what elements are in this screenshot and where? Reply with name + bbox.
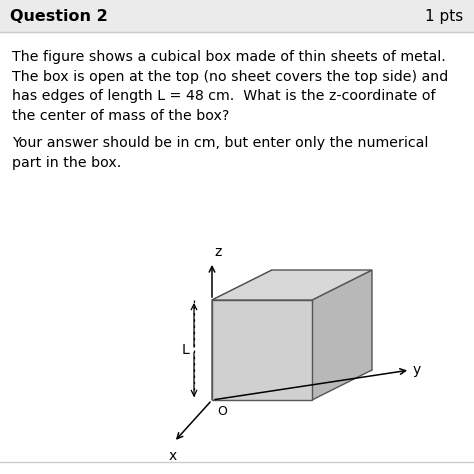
Polygon shape (312, 270, 372, 400)
Text: 1 pts: 1 pts (425, 9, 463, 24)
Text: The box is open at the top (no sheet covers the top side) and: The box is open at the top (no sheet cov… (12, 70, 448, 83)
Text: has edges of length L = 48 cm.  What is the z-coordinate of: has edges of length L = 48 cm. What is t… (12, 89, 436, 103)
Text: z: z (214, 245, 221, 259)
Polygon shape (212, 270, 272, 400)
Polygon shape (212, 300, 312, 400)
Text: Your answer should be in cm, but enter only the numerical: Your answer should be in cm, but enter o… (12, 136, 428, 150)
Text: the center of mass of the box?: the center of mass of the box? (12, 109, 229, 122)
Text: L: L (181, 343, 189, 357)
Text: y: y (413, 363, 421, 377)
Text: O: O (217, 405, 227, 418)
Text: x: x (169, 449, 177, 463)
Text: part in the box.: part in the box. (12, 155, 121, 170)
Text: The figure shows a cubical box made of thin sheets of metal.: The figure shows a cubical box made of t… (12, 50, 446, 64)
Bar (0, 0, 474, 32)
Text: Question 2: Question 2 (10, 9, 108, 24)
Polygon shape (212, 270, 372, 300)
